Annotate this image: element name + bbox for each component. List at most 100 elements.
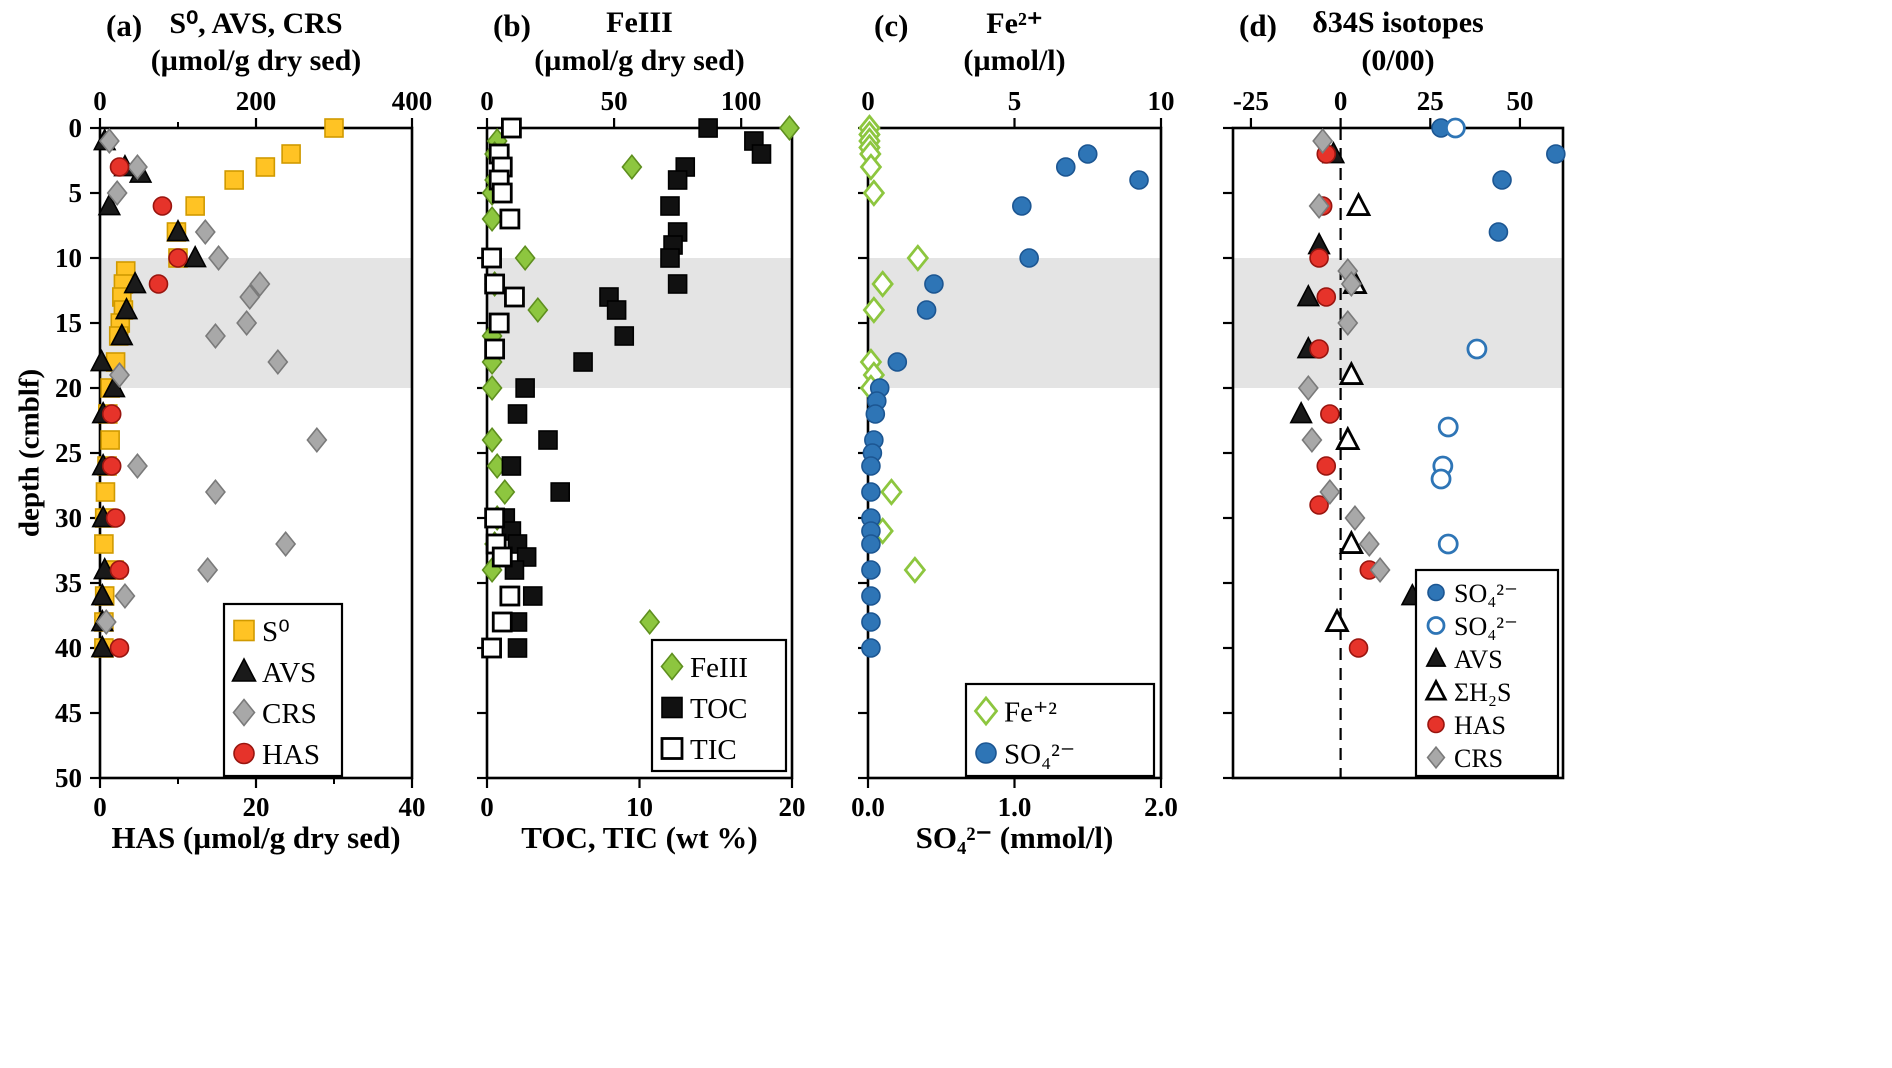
FeIII-marker [494, 479, 516, 505]
ΣH₂S-marker [1345, 191, 1372, 216]
TOC-marker [606, 300, 627, 320]
depth-tick-label: 10 [55, 243, 82, 273]
legend-label: ΣH₂S [1454, 678, 1511, 707]
panel-b-label: (b) [493, 8, 531, 43]
panel-b-xlabel: TOC, TIC (wt %) [521, 820, 758, 855]
legend-label: SO₄²⁻ [1454, 612, 1518, 641]
TOC-marker [661, 696, 683, 719]
CRS-marker [1358, 531, 1380, 557]
ΣH₂S-marker [1324, 607, 1350, 632]
HAS-marker [109, 638, 130, 658]
depth-tick-label: 15 [55, 308, 82, 338]
series-SO₄²⁻ [861, 144, 1149, 658]
TOC-marker [501, 456, 522, 476]
TIC-marker [504, 286, 525, 308]
TOC-marker [507, 638, 528, 658]
top-axis-tick-label: 10 [1148, 86, 1175, 116]
TOC-marker [573, 352, 593, 372]
FeIII-marker [778, 115, 800, 141]
Fe⁺²-marker [973, 695, 999, 727]
SO₄²⁻-marker [1129, 170, 1149, 190]
CRS-marker [126, 154, 148, 180]
y-axis-title: depth (cmblf) [13, 368, 46, 538]
panel-b-subtitle: (µmol/g dry sed) [534, 44, 745, 77]
TIC-marker [488, 312, 510, 334]
FeIII-marker [621, 154, 643, 180]
Fe⁺²-marker [871, 270, 894, 298]
panel-c-xlabel: SO₄²⁻ (mmol/l) [915, 820, 1114, 855]
S⁰-marker [324, 118, 344, 138]
FeIII-marker [639, 609, 661, 635]
TIC-marker [491, 182, 513, 204]
HAS-marker [1309, 339, 1329, 359]
series-SO₄²⁻ [1430, 117, 1488, 555]
SO₄²⁻-marker [1466, 338, 1488, 360]
TOC-marker [522, 586, 543, 606]
AVS-marker [1296, 284, 1320, 307]
depth-tick-label: 30 [55, 503, 82, 533]
HAS-marker [233, 742, 255, 765]
TOC-marker [507, 404, 528, 424]
CRS-marker [208, 245, 230, 271]
legend: S⁰ AVS CRS HAS [222, 602, 344, 778]
SO₄²⁻-marker [1546, 144, 1566, 164]
AVS-marker [1425, 646, 1447, 667]
SO₄²⁻-marker [865, 404, 886, 424]
TIC-marker [481, 637, 502, 659]
legend-label: HAS [1454, 711, 1506, 740]
CRS-marker [1319, 479, 1341, 505]
series-CRS [1297, 128, 1391, 583]
top-axis-tick-label: 0 [861, 86, 875, 116]
CRS-marker [1340, 271, 1362, 297]
top-axis-tick-label: 100 [721, 86, 762, 116]
legend-label: AVS [1454, 645, 1503, 674]
TIC-marker [491, 546, 513, 568]
TOC-marker [698, 118, 718, 138]
AVS-marker [123, 271, 147, 294]
SO₄²⁻-marker [975, 742, 997, 764]
AVS-marker [166, 219, 190, 242]
TIC-marker [660, 737, 684, 760]
TOC-marker [660, 196, 680, 216]
CRS-marker [1426, 745, 1446, 770]
Fe⁺²-marker [862, 179, 886, 207]
series-HAS [1309, 144, 1380, 658]
panel-b: 0 50 100 0 10 20 FeIII TOC TIC [477, 86, 806, 822]
legend-box [964, 682, 1156, 778]
series-CRS [95, 128, 328, 635]
CRS-marker [114, 583, 136, 609]
SO₄²⁻-marker [861, 534, 881, 554]
CRS-marker [98, 128, 120, 154]
HAS-marker [1348, 638, 1369, 658]
legend-label: HAS [262, 739, 320, 771]
CRS-marker [275, 531, 297, 557]
bottom-axis-tick-label: 40 [399, 792, 426, 822]
ΣH₂S-marker [1335, 425, 1361, 450]
CRS-marker [236, 310, 258, 336]
panel-c-title: Fe²⁺ [986, 7, 1043, 40]
SO₄²⁻-marker [1437, 416, 1459, 438]
CRS-marker [204, 323, 226, 349]
HAS-marker [148, 274, 169, 294]
legend-label: SO₄²⁻ [1454, 579, 1518, 608]
HAS-marker [1309, 495, 1329, 515]
HAS-marker [101, 404, 122, 424]
HAS-marker [109, 157, 130, 177]
HAS-marker [1320, 404, 1340, 424]
SO₄²⁻-marker [887, 352, 908, 372]
depth-tick-label: 40 [55, 633, 82, 663]
top-axis-tick-label: 25 [1417, 86, 1444, 116]
top-axis-tick-label: 0 [480, 86, 494, 116]
S⁰-marker [95, 482, 116, 502]
S⁰-marker [233, 619, 255, 642]
HAS-marker [1427, 715, 1445, 734]
SO₄²⁻-marker [861, 638, 881, 658]
bottom-axis-tick-label: 0 [93, 792, 107, 822]
bottom-axis-tick-label: 0.0 [851, 792, 885, 822]
series-TIC [481, 117, 525, 659]
SO₄²⁻-marker [1077, 144, 1098, 164]
legend-label: TOC [690, 693, 747, 725]
legend-label: CRS [1454, 744, 1503, 773]
ΣH₂S-marker [1338, 360, 1365, 385]
panel-d-subtitle: (0/00) [1361, 44, 1435, 77]
